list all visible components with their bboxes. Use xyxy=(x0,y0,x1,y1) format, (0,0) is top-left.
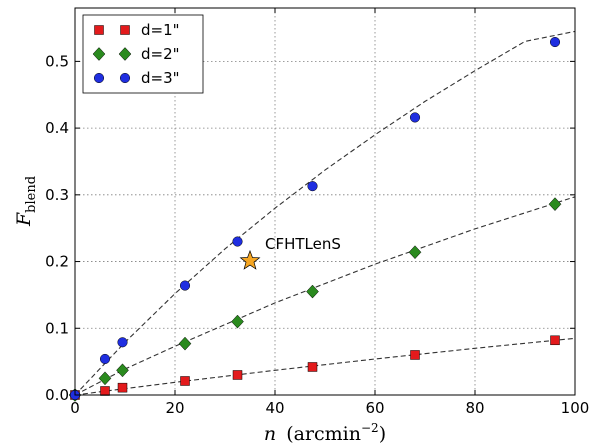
legend-marker xyxy=(120,25,130,35)
data-point-series-3 xyxy=(549,36,561,48)
legend-marker xyxy=(118,47,132,61)
y-axis-label: Fblend xyxy=(13,176,39,227)
y-tick-label: 0.4 xyxy=(45,119,69,137)
data-point-series-1 xyxy=(550,335,560,346)
legend-label: d=1" xyxy=(141,21,180,39)
fit-line-series-3 xyxy=(74,30,576,396)
legend-marker xyxy=(94,25,104,35)
data-point-series-2 xyxy=(548,197,562,212)
data-point-series-2 xyxy=(178,336,192,351)
data-point-series-1 xyxy=(117,382,128,393)
data-point-series-1 xyxy=(180,376,190,386)
legend: d=1" d=2" d=3" xyxy=(82,14,204,94)
legend-label: d=3" xyxy=(141,69,180,87)
y-tick-label: 0.5 xyxy=(45,52,69,70)
x-tick-label: 0 xyxy=(70,399,80,417)
data-point-series-3 xyxy=(307,181,318,192)
axis-ticks: 0 20 40 60 80 100 0.0 0.1 0.2 0.3 0.4 0.5 xyxy=(45,8,589,417)
x-tick-label: 20 xyxy=(165,399,184,417)
x-tick-label: 80 xyxy=(465,399,484,417)
y-tick-label: 0.2 xyxy=(45,253,69,271)
legend-marker xyxy=(92,47,106,61)
data-point-series-2 xyxy=(231,314,244,329)
data-point-series-3 xyxy=(232,236,243,247)
y-tick-label: 0.1 xyxy=(45,319,69,337)
y-tick-label: 0.0 xyxy=(45,386,69,404)
x-axis-label: n (arcmin−2) xyxy=(264,421,386,443)
annotations: CFHTLenS xyxy=(239,235,341,270)
x-tick-label: 40 xyxy=(265,399,284,417)
data-point-series-2 xyxy=(98,371,112,386)
legend-marker xyxy=(119,72,131,84)
x-tick-label: 100 xyxy=(561,399,590,417)
data-point-series-3 xyxy=(179,280,191,291)
legend-marker xyxy=(93,72,105,84)
data-point-series-3 xyxy=(117,337,128,348)
data-point-series-3 xyxy=(99,353,111,365)
x-tick-label: 60 xyxy=(365,399,384,417)
data-point-series-1 xyxy=(307,362,318,372)
data-point-series-1 xyxy=(232,370,243,380)
fit-line-series-1 xyxy=(74,337,576,396)
data-point-series-2 xyxy=(408,245,422,260)
y-tick-label: 0.3 xyxy=(45,186,69,204)
data-point-series-3 xyxy=(409,112,421,123)
annotation-label: CFHTLenS xyxy=(265,235,341,253)
data-point-series-2 xyxy=(306,284,319,299)
plot-frame xyxy=(74,7,576,396)
legend-label: d=2" xyxy=(141,45,180,63)
data-point-series-2 xyxy=(116,363,129,378)
cfhtlens-star-marker xyxy=(239,249,261,270)
data-point-series-1 xyxy=(410,350,420,360)
data-point-series-1 xyxy=(100,386,110,396)
